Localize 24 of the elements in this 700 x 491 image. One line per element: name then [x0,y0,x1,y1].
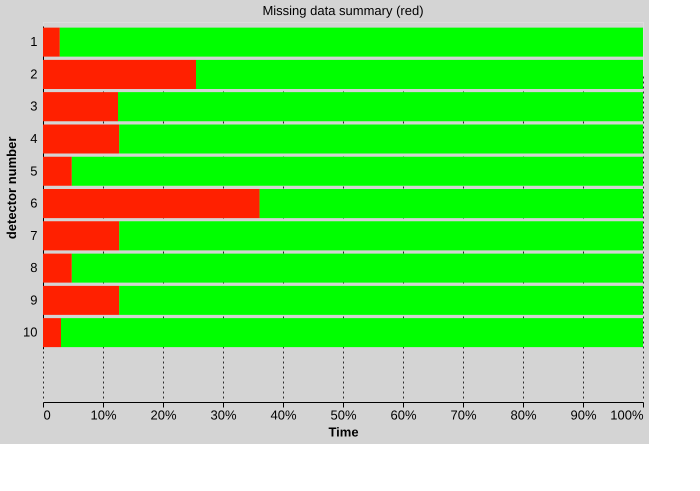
x-tick-label: 30% [210,408,237,422]
x-axis-title: Time [328,424,359,440]
x-tick-label: 90% [570,408,597,422]
x-tick-label: 70% [450,408,477,422]
x-tick-label: 80% [510,408,537,422]
x-tick-label: 100% [610,408,644,422]
x-tick-label: 40% [270,408,297,422]
y-tick-label: 4 [30,130,38,146]
y-tick-label: 2 [30,66,38,82]
x-tick-label: 20% [150,408,177,422]
y-axis-title: detector number [4,136,20,240]
x-tick-label: 50% [330,408,357,422]
y-tick-label: 3 [30,98,38,114]
y-tick-label: 1 [30,34,38,50]
x-tick-label: 0 [44,408,51,422]
x-tick-label: 10% [90,408,117,422]
y-tick-label: 6 [30,196,38,211]
y-tick-label: 10 [23,324,38,340]
y-tick-label: 7 [30,228,38,243]
chart-title: Missing data summary (red) [262,3,424,18]
x-tick-label: 60% [390,408,417,422]
y-tick-label: 8 [30,260,38,276]
y-tick-label: 5 [30,163,38,178]
y-tick-label: 9 [30,292,38,308]
